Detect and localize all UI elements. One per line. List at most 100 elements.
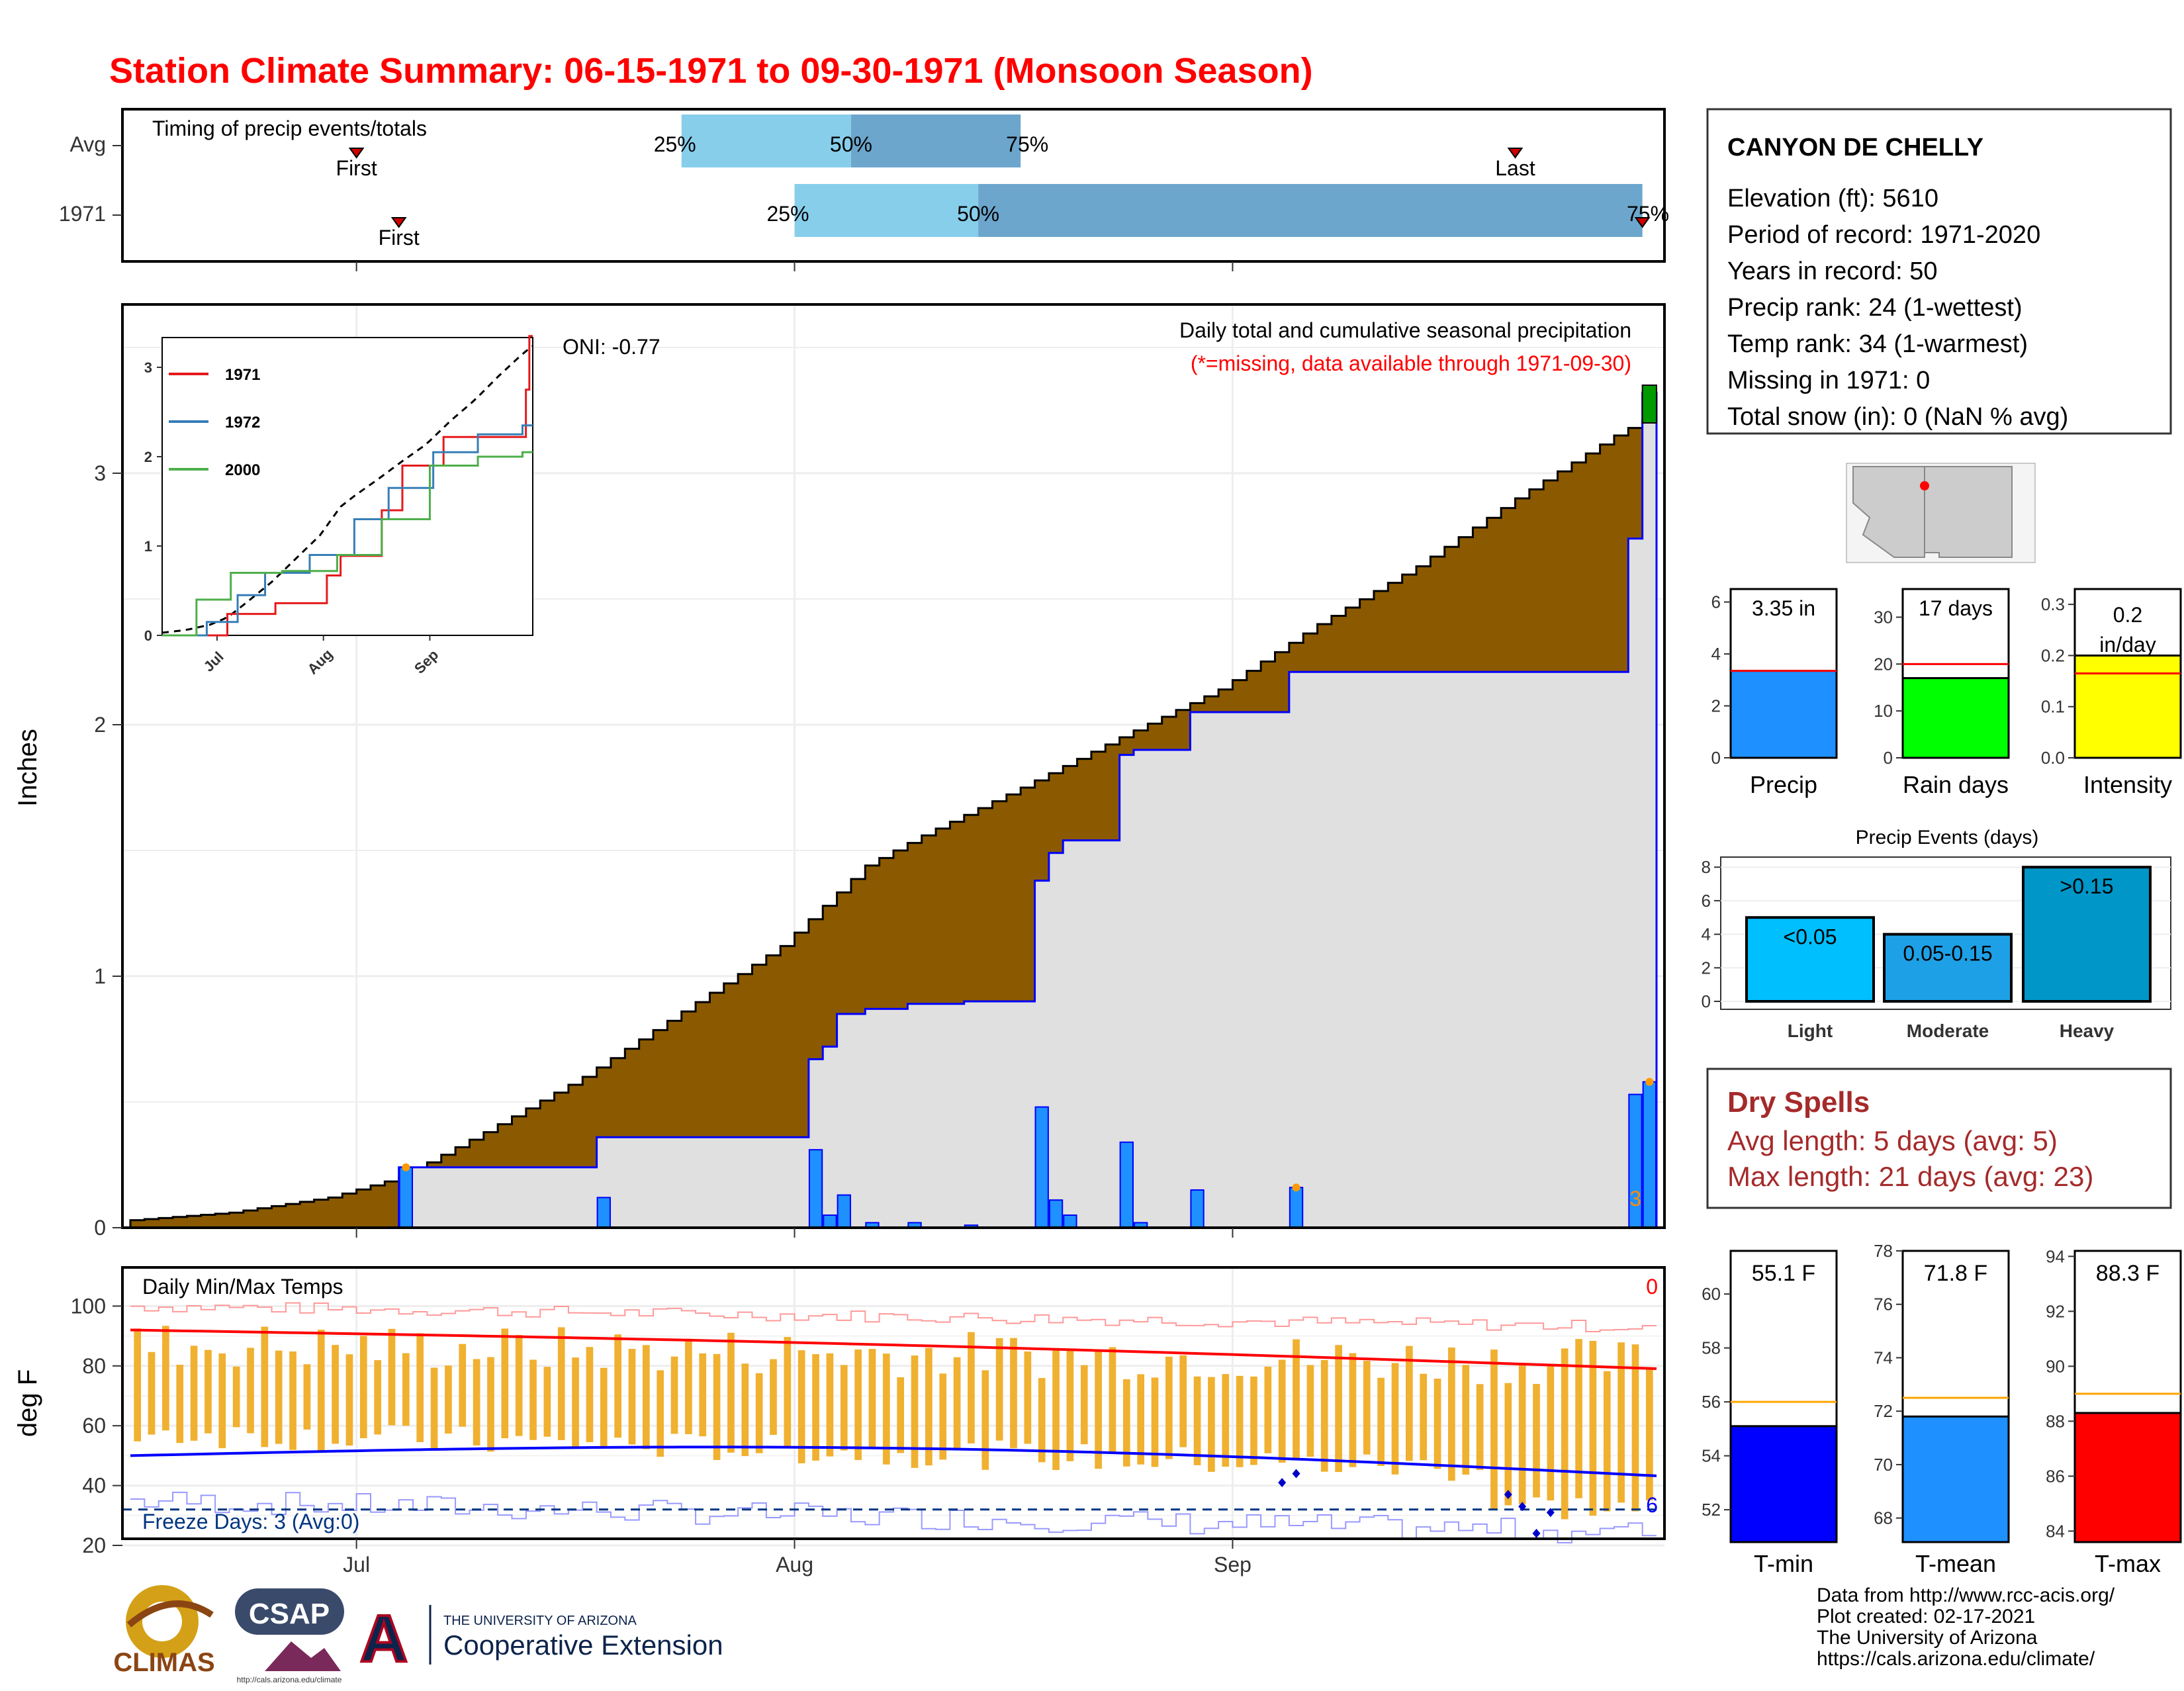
daily-temp-range-bar bbox=[586, 1347, 594, 1442]
summary-y-tick-label: 0.2 bbox=[2041, 645, 2065, 665]
daily-temp-range-bar bbox=[374, 1360, 381, 1435]
temp-summary-value-label: 71.8 F bbox=[1924, 1261, 1987, 1286]
daily-temp-range-bar bbox=[1010, 1338, 1017, 1449]
daily-temp-range-bar bbox=[261, 1326, 269, 1447]
daily-temp-range-bar bbox=[1462, 1365, 1470, 1475]
daily-temp-range-bar bbox=[1433, 1379, 1441, 1469]
daily-temp-range-bar bbox=[1406, 1346, 1413, 1461]
summary-chart-rain-days: 17 days 0 10 20 30 Rain days bbox=[1874, 588, 2010, 798]
timing-panel: Timing of precip events/totals 25% 50% 75%… bbox=[59, 108, 1669, 271]
ua-logo-line-2: Cooperative Extension bbox=[443, 1629, 723, 1661]
inset-y-tick-label: 0 bbox=[144, 627, 152, 644]
temp-summary-y-tick-label: 86 bbox=[2046, 1466, 2065, 1486]
timing-first-marker-1 bbox=[390, 217, 407, 228]
daily-temp-range-bar bbox=[995, 1338, 1003, 1441]
daily-temp-range-bar bbox=[1024, 1351, 1032, 1444]
temp-summary-chart-t-max: 88.3 F 84 86 88 90 92 94 T-max bbox=[2046, 1246, 2182, 1577]
daily-temp-range-bar bbox=[1236, 1375, 1244, 1467]
daily-temp-range-bar bbox=[1109, 1347, 1116, 1453]
temp-summary-chart-t-min: 55.1 F 52 54 56 58 60 T-min bbox=[1702, 1250, 1838, 1577]
timing-rows: 25% 50% 75% First Last Avg 25% 50% 75% First 1971 bbox=[59, 114, 1669, 271]
summary-chart-label: Rain days bbox=[1903, 771, 2009, 798]
daily-temp-range-bar bbox=[1518, 1363, 1526, 1504]
page-title: Station Climate Summary: 06-15-1971 to 0… bbox=[109, 51, 1313, 91]
daily-temp-range-bar bbox=[840, 1365, 848, 1451]
summary-chart-precip: 3.35 in 0 2 4 6 Precip bbox=[1711, 588, 1838, 798]
temp-axes: 20 40 60 80 100 Jul Aug Sep bbox=[71, 1294, 1251, 1577]
timing-first-label-1: First bbox=[379, 226, 420, 250]
summary-y-tick-label: 20 bbox=[1874, 654, 1893, 674]
temp-summary-y-tick-label: 52 bbox=[1702, 1500, 1721, 1520]
daily-temp-range-bar bbox=[289, 1351, 296, 1450]
daily-temp-range-bar bbox=[784, 1337, 792, 1447]
summary-value-label-part-1: 0.2 bbox=[2113, 603, 2142, 627]
summary-chart-label: Precip bbox=[1750, 771, 1817, 798]
csap-logo-cloud bbox=[235, 1588, 344, 1635]
summary-value-bar bbox=[1901, 677, 2010, 759]
precip-event-category-label: Heavy bbox=[2060, 1021, 2115, 1041]
daily-temp-range-bar bbox=[1222, 1374, 1230, 1467]
daily-precip-marker bbox=[1645, 1077, 1654, 1086]
daily-temp-range-bar bbox=[614, 1334, 621, 1438]
daily-precip-marker bbox=[1292, 1183, 1300, 1192]
daily-temp-range-bar bbox=[1193, 1376, 1201, 1465]
temp-summary-value-label: 55.1 F bbox=[1752, 1261, 1815, 1286]
summary-y-tick-label: 0.1 bbox=[2041, 697, 2065, 717]
temp-y-axis-label: deg F bbox=[13, 1369, 42, 1437]
summary-y-tick-label: 0.0 bbox=[2041, 748, 2065, 768]
precip-events-y-tick-label: 0 bbox=[1702, 991, 1711, 1011]
daily-temp-range-bar bbox=[473, 1359, 480, 1445]
climas-logo-text: CLIMAS bbox=[113, 1648, 214, 1677]
daily-temp-range-bar bbox=[1151, 1377, 1159, 1467]
daily-precip-marker bbox=[402, 1163, 410, 1171]
csap-logo-url: http://cals.arizona.edu/climate bbox=[237, 1675, 342, 1684]
daily-temp-range-bar bbox=[1617, 1342, 1625, 1503]
precip-last-value-label: 3 bbox=[1629, 1187, 1641, 1211]
timing-q50-label-1: 50% bbox=[957, 202, 999, 226]
summary-value-label: 3.35 in bbox=[1752, 596, 1815, 620]
daily-temp-range-bar bbox=[445, 1365, 452, 1434]
csap-logo: CSAP http://cals.arizona.edu/climate bbox=[235, 1588, 344, 1684]
average-min-temp-line bbox=[130, 1445, 1657, 1477]
daily-temp-range-bar bbox=[1420, 1373, 1428, 1461]
precip-y-tick-label: 2 bbox=[94, 713, 106, 737]
temp-summary-y-tick-label: 68 bbox=[1874, 1508, 1893, 1528]
precip-events-y-tick-label: 2 bbox=[1702, 958, 1711, 978]
daily-precip-bar bbox=[823, 1214, 837, 1228]
daily-temp-range-bar bbox=[459, 1344, 467, 1427]
daily-temp-range-bar bbox=[1208, 1377, 1215, 1472]
temp-summary-y-tick-label: 84 bbox=[2046, 1521, 2065, 1541]
daily-temp-range-bar bbox=[1320, 1359, 1328, 1472]
daily-temp-range-bar bbox=[699, 1353, 707, 1437]
daily-precip-bar bbox=[1034, 1106, 1049, 1228]
daily-temp-range-bar bbox=[572, 1357, 579, 1449]
record-low-marker bbox=[1546, 1508, 1555, 1518]
daily-temp-range-bar bbox=[148, 1351, 156, 1435]
daily-temp-range-bar bbox=[1363, 1360, 1371, 1455]
daily-temp-range-bar bbox=[402, 1353, 410, 1426]
temp-plot-background bbox=[122, 1267, 1664, 1539]
station-detail-line: Years in record: 50 bbox=[1727, 257, 1938, 285]
daily-temp-range-bar bbox=[1066, 1349, 1074, 1461]
record-low-marker bbox=[1532, 1528, 1541, 1538]
temp-y-tick-label: 80 bbox=[82, 1354, 106, 1378]
daily-temp-range-bar bbox=[416, 1333, 424, 1442]
cumulative-1971-area bbox=[130, 391, 1658, 1229]
station-info-box: CANYON DE CHELLY Elevation (ft): 5610 Per… bbox=[1706, 108, 2172, 435]
precip-event-category-label: Light bbox=[1788, 1021, 1833, 1041]
daily-temp-range-bar bbox=[1504, 1383, 1512, 1506]
daily-temp-range-bar bbox=[981, 1370, 989, 1470]
daily-temp-range-bar bbox=[1165, 1356, 1173, 1459]
inset-series-line-2000 bbox=[162, 451, 533, 637]
timing-row-label-0: Avg bbox=[69, 132, 106, 156]
temp-panel-frame bbox=[121, 1266, 1666, 1540]
daily-temp-range-bar bbox=[275, 1350, 283, 1444]
timing-q25-label-1: 25% bbox=[767, 202, 809, 226]
ua-logo-line-1: THE UNIVERSITY OF ARIZONA bbox=[443, 1614, 637, 1628]
daily-temp-range-bar bbox=[1645, 1367, 1653, 1501]
daily-temp-range-bar bbox=[1278, 1359, 1286, 1463]
dry-spells-max-length: Max length: 21 days (avg: 23) bbox=[1727, 1161, 2093, 1192]
timing-q75-label-1: 75% bbox=[1627, 202, 1669, 226]
precip-y-tick-label: 3 bbox=[94, 461, 106, 485]
daily-temp-range-bar bbox=[868, 1349, 876, 1447]
